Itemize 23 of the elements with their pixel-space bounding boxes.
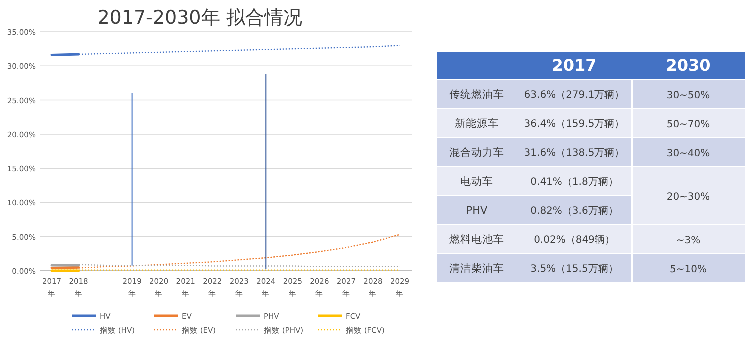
- category-label: 传统燃油车: [450, 89, 504, 101]
- category-label: 电动车: [460, 176, 494, 188]
- text: 30~50%: [666, 90, 710, 102]
- category-label: 2030: [666, 56, 711, 75]
- category-label: 混合动力车: [450, 147, 504, 159]
- text: 5~10%: [670, 264, 707, 276]
- category-label: PHV: [466, 205, 488, 217]
- category-label: 新能源车: [455, 118, 499, 130]
- text: 36.4%（159.5万辆）: [524, 119, 625, 130]
- text: 0.02%（849辆）: [534, 235, 615, 246]
- text: 0.41%（1.8万辆）: [530, 177, 618, 188]
- chart-title: 2017-2030年 拟合情况: [98, 7, 302, 29]
- category-label: 2017: [552, 56, 597, 75]
- text: 31.6%（138.5万辆）: [524, 148, 625, 159]
- text: 63.6%（279.1万辆）: [524, 90, 625, 101]
- text: 20~30%: [666, 192, 710, 203]
- text: ~3%: [676, 236, 701, 246]
- category-label: 清洁柴油车: [450, 263, 504, 275]
- text: 30~40%: [666, 148, 710, 160]
- category-label: 燃料电池车: [450, 234, 504, 246]
- text: 0.82%（3.6万辆）: [530, 206, 618, 217]
- text: 3.5%（15.5万辆）: [530, 264, 618, 275]
- text: 50~70%: [666, 120, 710, 130]
